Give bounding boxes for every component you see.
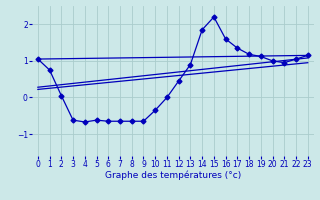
X-axis label: Graphe des températures (°c): Graphe des températures (°c) (105, 171, 241, 180)
